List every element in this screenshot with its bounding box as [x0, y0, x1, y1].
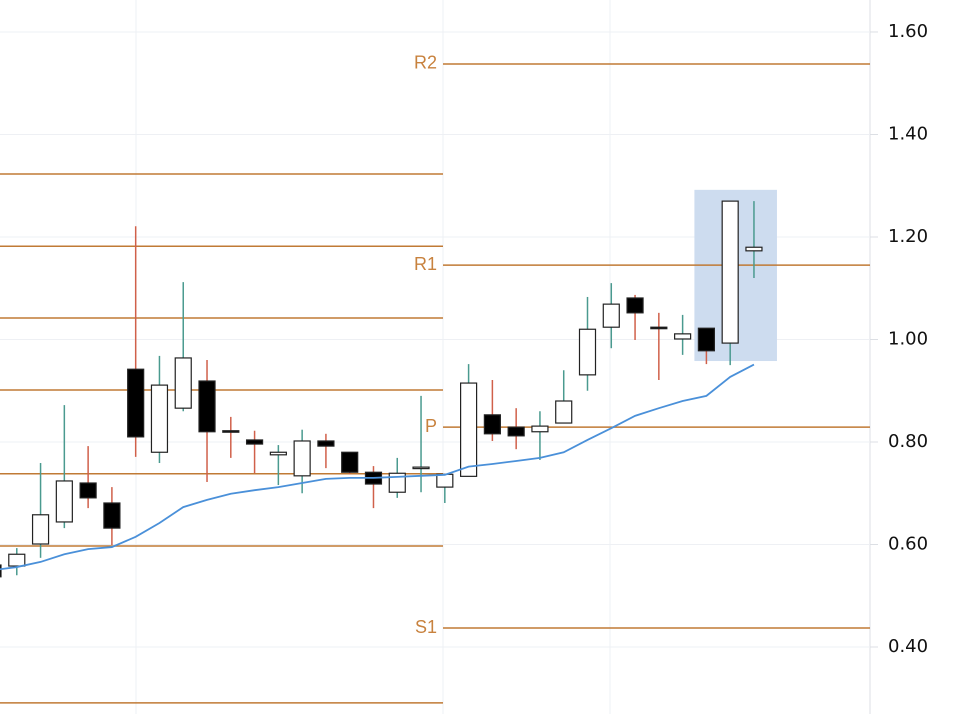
pivot-label: P: [425, 416, 437, 436]
candle-body: [388, 472, 406, 493]
y-tick-label: 1.40: [888, 123, 928, 144]
candle-body: [198, 380, 216, 433]
candle-body: [222, 430, 240, 433]
y-tick-label: 0.60: [888, 534, 928, 555]
candle-body: [55, 480, 73, 523]
y-tick-label: 0.80: [888, 431, 928, 452]
candle-body: [317, 440, 335, 447]
candle-body: [460, 382, 478, 477]
y-tick-label: 1.00: [888, 328, 928, 349]
y-tick-label: 0.40: [888, 636, 928, 657]
candle-body: [626, 297, 644, 314]
candle-body: [578, 328, 597, 376]
candle-body: [531, 425, 549, 433]
candle-body: [697, 327, 716, 352]
candle-body: [8, 553, 26, 567]
candle-body: [341, 451, 359, 473]
candle-body: [79, 482, 97, 499]
pivot-label: S1: [415, 617, 437, 637]
candle-body: [103, 502, 121, 529]
candle-body: [436, 473, 454, 488]
candle-body: [245, 439, 264, 445]
candle-body: [127, 368, 145, 438]
candle-body: [745, 246, 763, 252]
candle-body: [602, 303, 620, 328]
candle-body: [650, 326, 668, 330]
pivot-label: R2: [414, 53, 437, 73]
candle-body: [293, 440, 311, 477]
candle-body: [507, 426, 525, 437]
candle-body: [721, 200, 739, 344]
candle-body: [412, 466, 430, 470]
y-tick-label: 1.60: [888, 21, 928, 42]
pivot-label: R1: [414, 254, 437, 274]
moving-average: [0, 363, 755, 571]
candle-body: [0, 564, 2, 578]
candle-body: [31, 514, 50, 545]
candle-body: [674, 333, 692, 340]
candle-body: [555, 400, 573, 424]
candle-body: [150, 384, 169, 453]
y-tick-label: 1.20: [888, 226, 928, 247]
candle-body: [483, 414, 501, 435]
candle-body: [269, 451, 287, 456]
candle-body: [174, 357, 192, 409]
